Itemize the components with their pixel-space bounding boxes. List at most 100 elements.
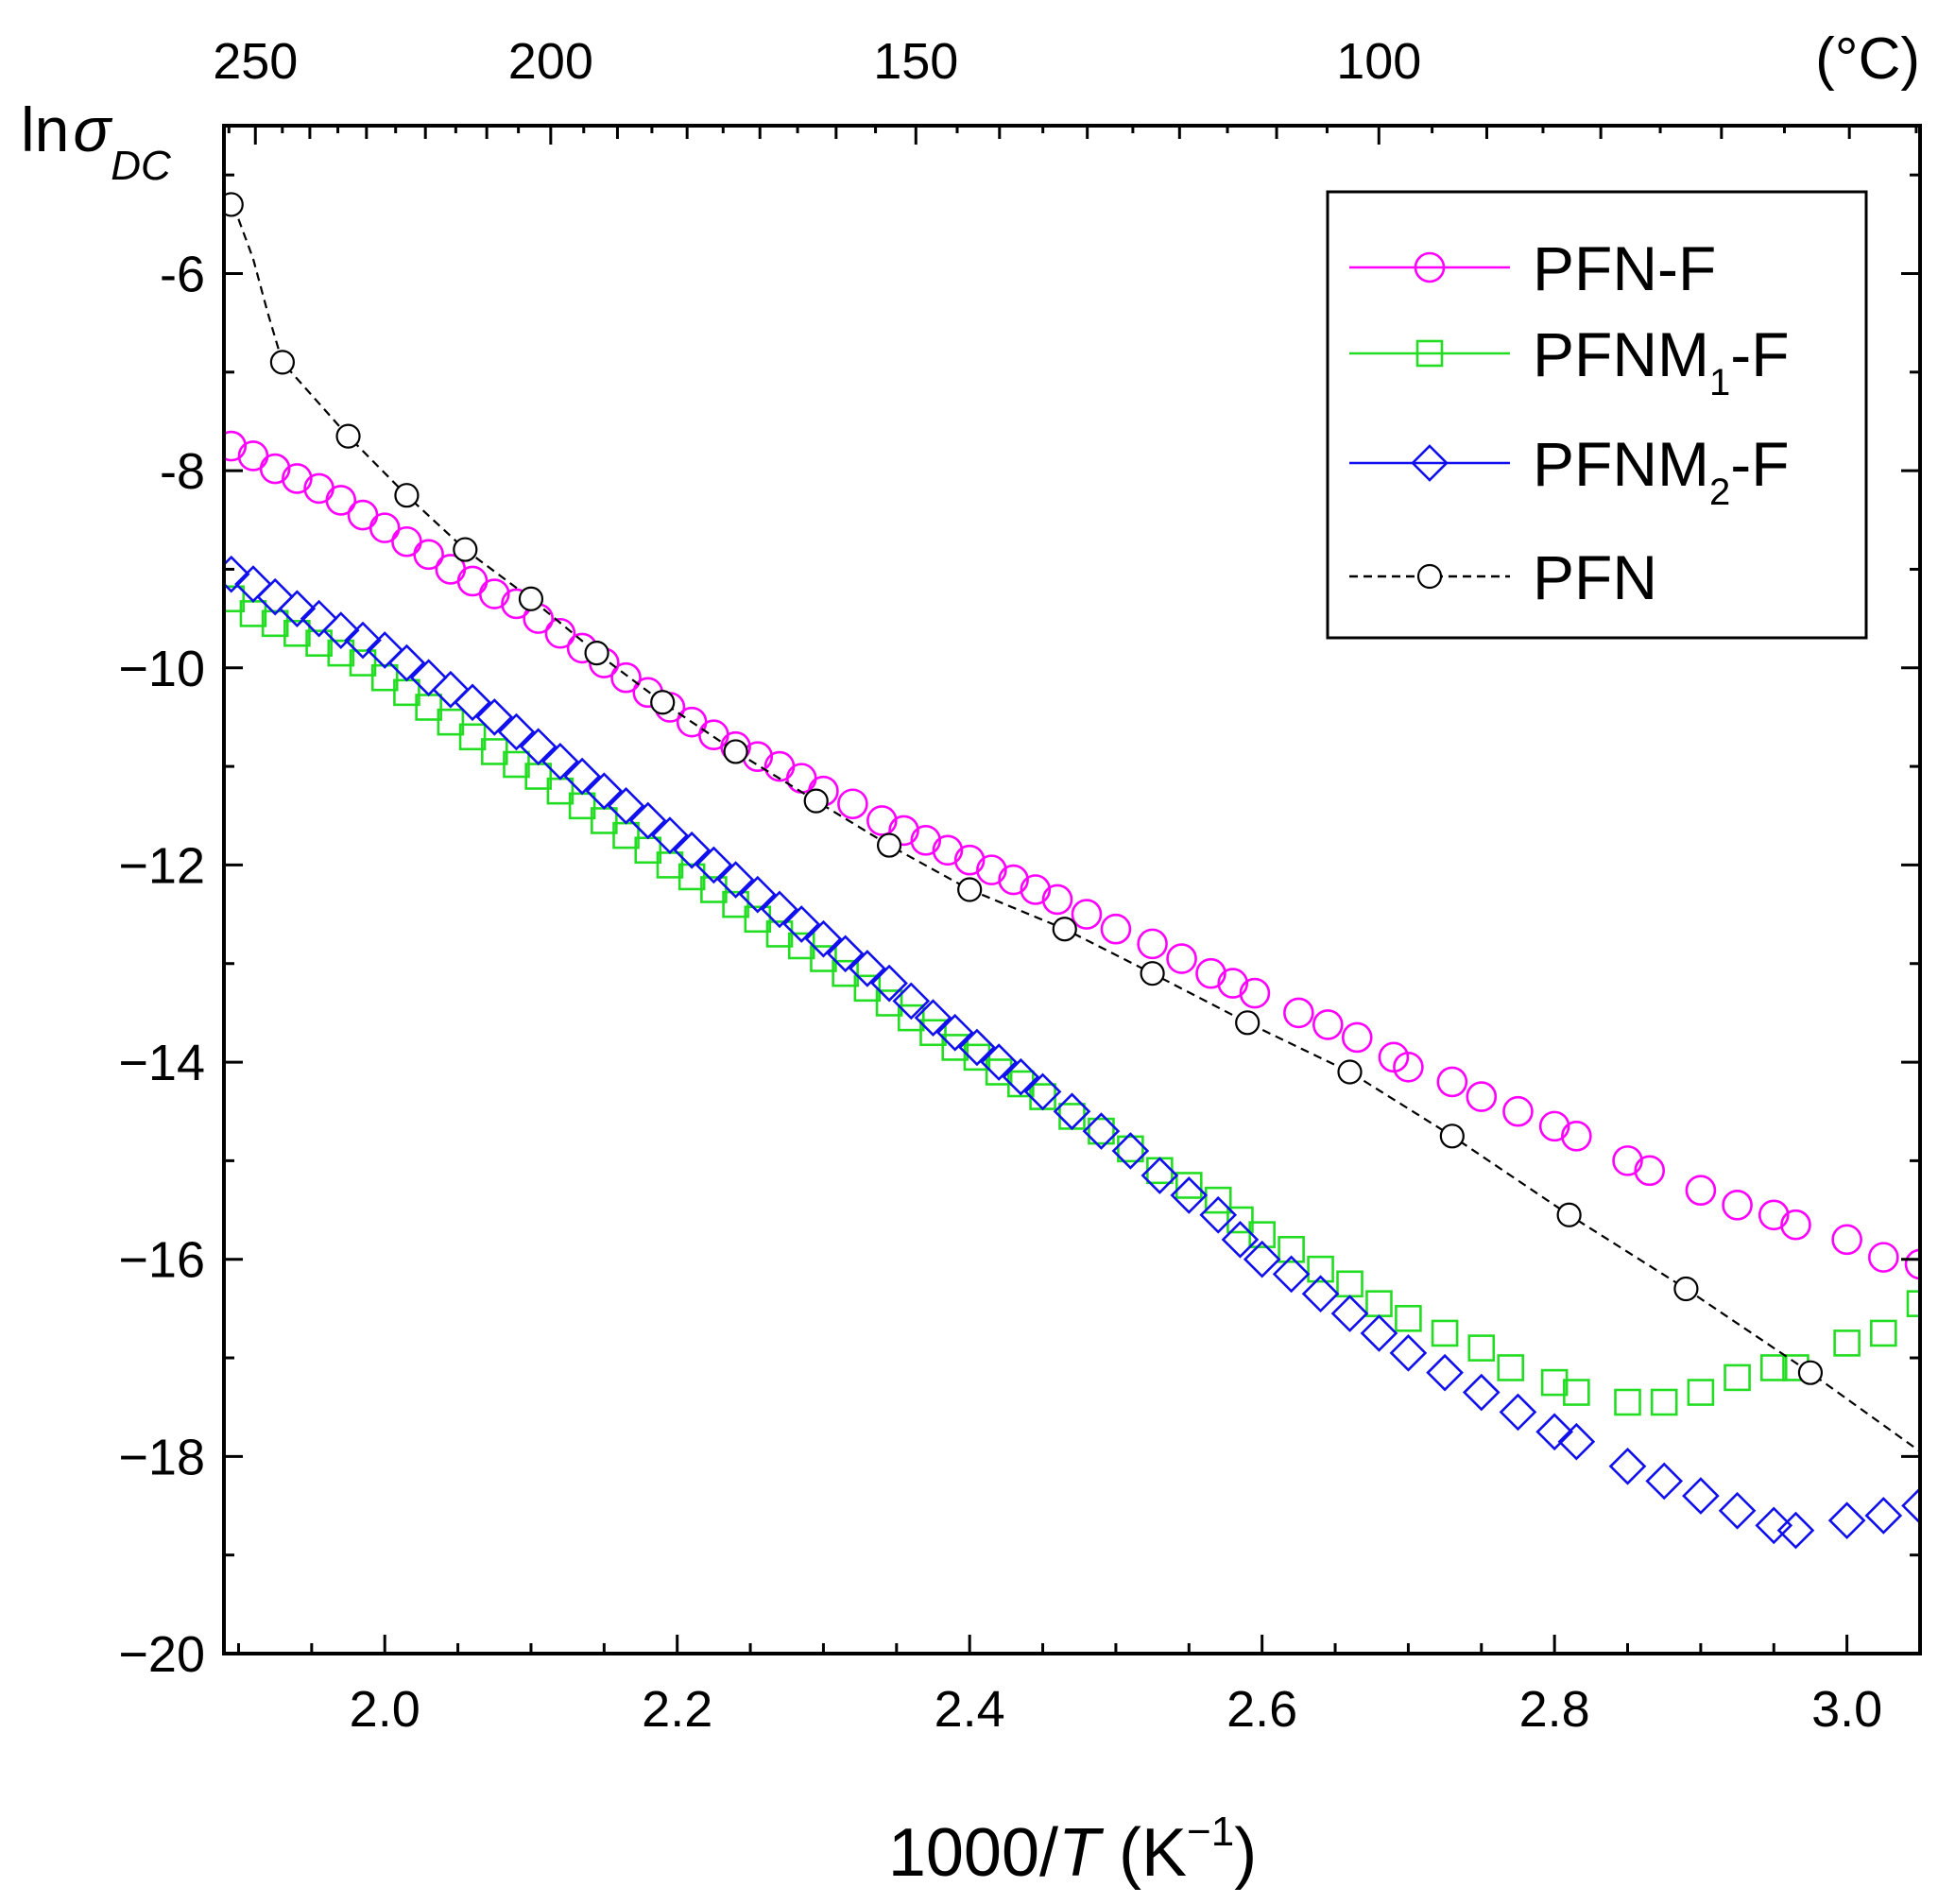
data-point-pfnm1-f bbox=[305, 629, 333, 657]
data-point-pfnm2-f bbox=[980, 1043, 1018, 1081]
data-point-pfn-f bbox=[1904, 1248, 1920, 1280]
top-tick-label: 150 bbox=[873, 33, 958, 90]
x-tick-label: 2.0 bbox=[350, 1681, 420, 1738]
data-point-pfn-f bbox=[544, 617, 576, 649]
data-point-pfn bbox=[335, 423, 361, 449]
data-point-pfn-f bbox=[1071, 899, 1103, 930]
data-point-pfnm1-f bbox=[832, 959, 859, 987]
data-point-pfnm2-f bbox=[1776, 1511, 1815, 1550]
data-point-pfn-f bbox=[1868, 1242, 1899, 1273]
data-point-pfn-f bbox=[785, 763, 817, 794]
legend-label-main: PFNM bbox=[1533, 319, 1709, 389]
data-point-pfnm2-f bbox=[1755, 1506, 1793, 1545]
data-point-pfn-f bbox=[1538, 1110, 1570, 1142]
top-axis-labels: 250 200 150 100 bbox=[213, 33, 1421, 90]
data-point-pfn-f bbox=[1758, 1199, 1790, 1231]
legend-item-pfn-f: PFN-F bbox=[1349, 233, 1716, 303]
x-tick-labels: 2.0 2.2 2.4 2.6 2.8 3.0 bbox=[350, 1681, 1882, 1738]
data-point-pfn-f bbox=[456, 565, 489, 597]
series-pfn bbox=[224, 192, 1920, 1452]
data-point-pfnm2-f bbox=[651, 816, 689, 854]
data-point-pfnm2-f bbox=[519, 728, 557, 766]
data-point-pfnm1-f bbox=[1307, 1255, 1334, 1283]
x-tick-label: 2.2 bbox=[642, 1681, 712, 1738]
legend-item-pfnm1-f: PFNM1-F bbox=[1349, 319, 1790, 403]
legend-label-tail: -F bbox=[1730, 429, 1789, 499]
data-point-pfnm2-f bbox=[716, 861, 755, 899]
data-point-pfn-f bbox=[391, 525, 422, 557]
data-point-pfn bbox=[269, 350, 295, 375]
data-point-pfnm2-f bbox=[278, 590, 317, 628]
legend-marker-pfnm1-f bbox=[1415, 339, 1444, 368]
plot-frame bbox=[222, 124, 1922, 1655]
x-tick-label: 2.8 bbox=[1519, 1681, 1590, 1738]
data-point-pfnm1-f bbox=[1833, 1329, 1861, 1357]
data-point-pfn-f bbox=[698, 719, 729, 751]
data-point-pfn-f bbox=[910, 825, 942, 856]
data-point-pfnm1-f bbox=[700, 876, 728, 903]
top-axis-unit-label: (°C) bbox=[1815, 26, 1920, 92]
data-point-pfn-f bbox=[259, 453, 291, 485]
data-point-pfn-f bbox=[888, 815, 919, 847]
data-point-pfnm2-f bbox=[1243, 1240, 1281, 1278]
data-point-pfnm2-f bbox=[1827, 1501, 1866, 1540]
data-point-pfn bbox=[1140, 961, 1165, 986]
data-point-pfnm2-f bbox=[1170, 1176, 1209, 1214]
data-point-pfn bbox=[1797, 1360, 1824, 1385]
data-point-pfn bbox=[394, 483, 420, 508]
series-pfnm2-f bbox=[224, 555, 1920, 1550]
data-point-pfn-f bbox=[237, 440, 269, 472]
data-point-pfnm2-f bbox=[234, 565, 272, 603]
data-point-pfnm2-f bbox=[607, 786, 645, 825]
data-point-pfn bbox=[1673, 1276, 1699, 1302]
data-point-pfn-f bbox=[1166, 943, 1197, 974]
data-point-pfnm2-f bbox=[1111, 1132, 1150, 1170]
data-point-pfnm2-f bbox=[1608, 1447, 1647, 1485]
ticks-layer bbox=[224, 126, 1922, 1655]
data-point-pfnm2-f bbox=[300, 599, 338, 638]
legend-label-main: PFNM bbox=[1533, 429, 1709, 499]
y-tick-label: -6 bbox=[160, 246, 205, 302]
data-point-pfnm2-f bbox=[738, 875, 777, 914]
data-point-pfnm2-f bbox=[475, 698, 514, 736]
data-point-pfn-f bbox=[1100, 913, 1132, 945]
data-point-pfn-f bbox=[932, 834, 964, 866]
data-point-pfnm2-f bbox=[344, 621, 382, 660]
data-point-pfnm2-f bbox=[1272, 1255, 1311, 1294]
top-tick-label: 200 bbox=[508, 33, 593, 90]
data-point-pfn bbox=[1337, 1059, 1363, 1085]
data-point-pfnm2-f bbox=[541, 743, 579, 780]
data-point-pfnm2-f bbox=[1682, 1477, 1720, 1515]
data-point-pfn-f bbox=[1312, 1009, 1344, 1040]
data-point-pfnm1-f bbox=[1614, 1388, 1641, 1416]
data-point-pfnm1-f bbox=[941, 1034, 969, 1061]
x-axis-title-prefix: 1000/ bbox=[888, 1815, 1058, 1891]
data-point-pfnm1-f bbox=[327, 639, 355, 667]
data-point-pfnm2-f bbox=[224, 555, 250, 593]
data-point-pfnm1-f bbox=[744, 905, 772, 934]
data-point-pfnm2-f bbox=[1718, 1491, 1757, 1530]
legend-marker-pfnm2-f bbox=[1411, 444, 1449, 482]
x-tick-label: 2.6 bbox=[1226, 1681, 1297, 1738]
data-point-pfnm2-f bbox=[1023, 1072, 1062, 1111]
data-point-pfn-f bbox=[369, 512, 401, 543]
data-point-pfn-f bbox=[1283, 997, 1314, 1029]
data-point-pfn-f bbox=[1831, 1224, 1862, 1256]
series-layer bbox=[224, 192, 1920, 1550]
data-point-pfnm2-f bbox=[497, 712, 536, 751]
y-tick-label: −20 bbox=[118, 1626, 205, 1683]
legend-label-pfn: PFN bbox=[1533, 542, 1657, 612]
data-point-pfn-f bbox=[224, 430, 248, 462]
legend-box bbox=[1326, 190, 1868, 640]
data-point-pfnm2-f bbox=[695, 846, 733, 884]
data-point-pfnm2-f bbox=[432, 670, 470, 709]
data-point-pfn-f bbox=[742, 741, 774, 772]
data-point-pfn-f bbox=[1502, 1095, 1534, 1127]
data-point-pfnm2-f bbox=[1002, 1057, 1040, 1096]
data-point-pfn-f bbox=[1195, 957, 1226, 989]
data-point-pfn bbox=[803, 788, 829, 814]
data-point-pfnm2-f bbox=[1360, 1314, 1398, 1352]
data-point-pfnm2-f bbox=[563, 757, 601, 796]
